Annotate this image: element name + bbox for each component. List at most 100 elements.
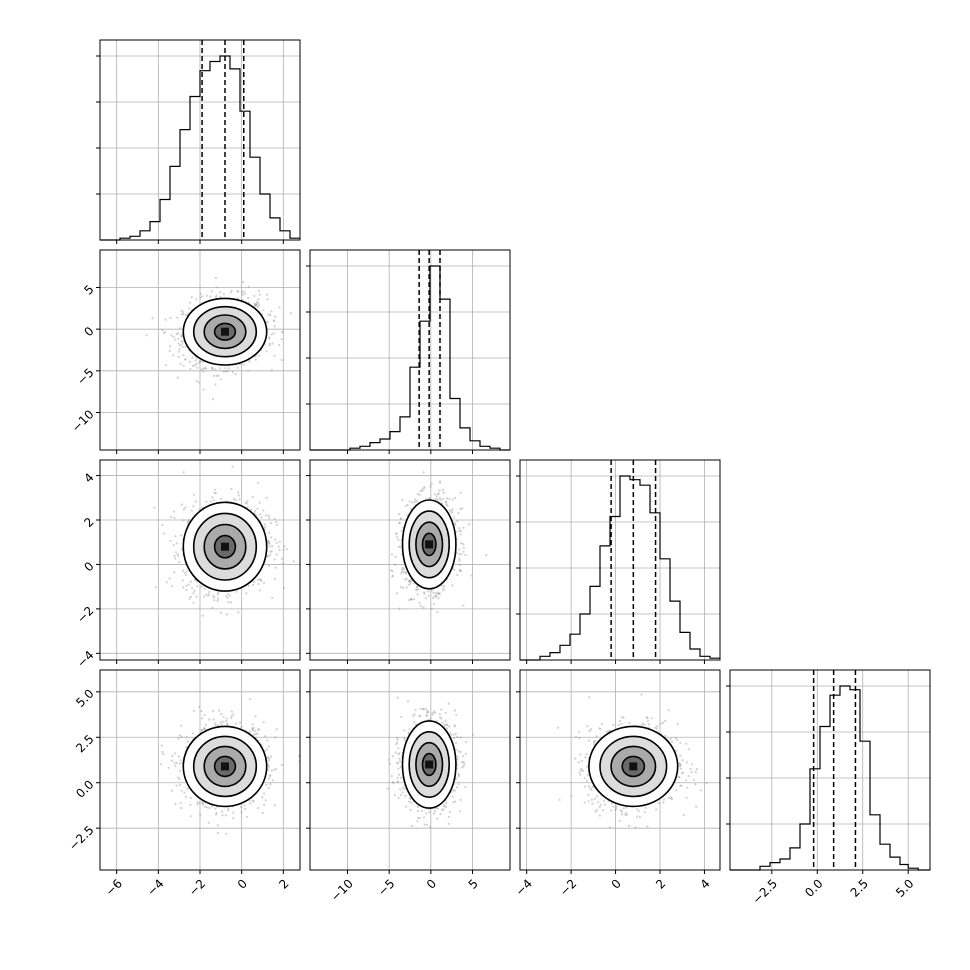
scatter-point	[215, 286, 218, 289]
scatter-point	[419, 604, 422, 608]
scatter-point	[226, 723, 229, 726]
scatter-point	[485, 554, 488, 557]
scatter-point	[193, 589, 196, 593]
scatter-point	[266, 540, 269, 543]
scatter-point	[220, 723, 223, 726]
scatter-point	[269, 550, 272, 554]
hist-panel-0	[96, 39, 301, 241]
scatter-point	[213, 374, 216, 377]
scatter-point	[198, 801, 201, 804]
scatter-point	[275, 553, 278, 556]
scatter-point	[188, 597, 191, 600]
scatter-point	[256, 507, 259, 510]
scatter-point	[258, 501, 261, 504]
scatter-point	[172, 335, 175, 339]
scatter-point	[224, 367, 227, 370]
scatter-point	[213, 491, 216, 494]
scatter-point	[410, 598, 413, 601]
scatter-point	[199, 360, 202, 363]
scatter-point	[199, 292, 202, 295]
scatter-point	[266, 321, 269, 324]
scatter-point	[459, 533, 462, 536]
hist-panel-2	[516, 459, 721, 661]
scatter-point	[195, 298, 198, 301]
scatter-point	[278, 540, 281, 543]
scatter-point	[240, 806, 243, 809]
scatter-point	[280, 557, 284, 560]
scatter-point	[270, 333, 273, 336]
scatter-point	[445, 503, 448, 506]
scatter-point	[438, 496, 441, 500]
scatter-point	[254, 303, 257, 306]
scatter-point	[232, 497, 235, 501]
scatter-point	[252, 733, 255, 737]
scatter-point	[261, 811, 264, 815]
scatter-point	[458, 529, 461, 532]
scatter-point	[161, 524, 164, 527]
scatter-point	[270, 550, 273, 553]
scatter-point	[178, 784, 182, 787]
scatter-point	[267, 540, 270, 543]
scatter-point	[459, 508, 462, 511]
scatter-point	[200, 709, 203, 713]
scatter-point	[450, 510, 453, 513]
scatter-point	[273, 577, 276, 580]
scatter-point	[257, 298, 260, 301]
scatter-point	[171, 754, 174, 758]
scatter-point	[410, 598, 413, 601]
scatter-point	[453, 568, 456, 571]
scatter-point	[263, 523, 266, 526]
scatter-point	[271, 596, 274, 600]
scatter-point	[242, 290, 245, 293]
scatter-point	[173, 516, 176, 520]
scatter-point	[202, 388, 205, 391]
scatter-point	[169, 316, 172, 320]
scatter-point	[227, 601, 230, 604]
scatter-point	[415, 589, 418, 592]
density-peak	[425, 540, 434, 549]
scatter-point	[268, 344, 271, 347]
scatter-point	[163, 331, 166, 334]
scatter-point	[181, 311, 185, 314]
scatter-point	[456, 573, 459, 577]
scatter-point	[259, 513, 262, 516]
scatter-point	[268, 545, 271, 548]
scatter-point	[230, 289, 233, 292]
hist-frame	[729, 669, 931, 871]
scatter-point	[258, 293, 261, 296]
scatter-point	[178, 769, 182, 773]
scatter-point	[267, 786, 270, 790]
scatter-point	[201, 295, 204, 298]
scatter-point	[214, 807, 217, 810]
scatter-point	[413, 500, 416, 504]
scatter-point	[407, 583, 410, 586]
scatter-point	[181, 579, 184, 582]
scatter-point	[214, 813, 218, 816]
scatter-point	[254, 510, 257, 513]
scatter-panel-2-1	[309, 459, 511, 661]
scatter-point	[203, 713, 206, 717]
scatter-point	[434, 498, 437, 501]
scatter-point	[240, 811, 243, 814]
scatter-point	[461, 507, 464, 510]
scatter-point	[192, 601, 195, 604]
scatter-point	[268, 757, 271, 760]
scatter-point	[450, 511, 453, 514]
scatter-point	[458, 569, 461, 572]
scatter-point	[258, 354, 261, 357]
scatter-point	[460, 553, 463, 556]
scatter-point	[438, 481, 442, 484]
scatter-point	[458, 548, 461, 551]
scatter-point	[207, 594, 210, 597]
scatter-point	[413, 598, 416, 601]
scatter-point	[262, 721, 265, 724]
scatter-point	[251, 727, 254, 730]
scatter-point	[282, 562, 285, 565]
scatter-point	[216, 593, 219, 596]
scatter-point	[266, 293, 269, 296]
scatter-point	[268, 337, 271, 340]
scatter-point	[220, 497, 223, 500]
scatter-point	[200, 368, 203, 371]
scatter-point	[260, 579, 263, 582]
scatter-point	[201, 360, 204, 363]
